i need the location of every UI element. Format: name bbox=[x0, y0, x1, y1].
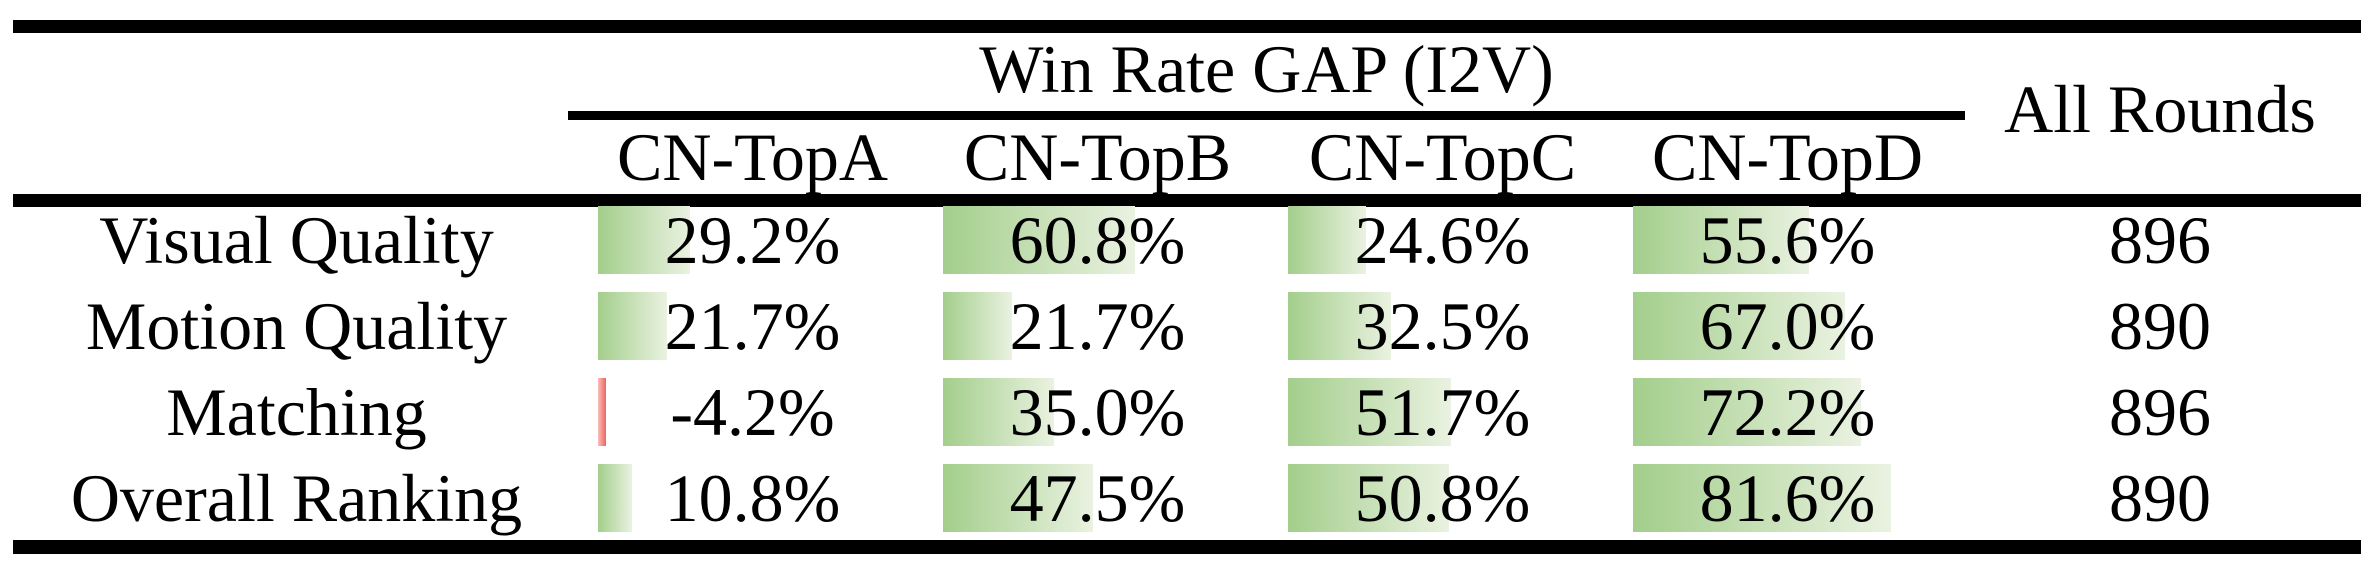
win-rate-bar bbox=[943, 292, 1012, 360]
win-rate-value: 60.8% bbox=[1009, 201, 1186, 278]
header-body-divider-rule bbox=[13, 194, 2361, 207]
data-cell: 67.0% bbox=[1615, 288, 1960, 364]
data-cell: -4.2% bbox=[580, 374, 925, 450]
data-cell: 21.7% bbox=[925, 288, 1270, 364]
row-label: Visual Quality bbox=[99, 201, 494, 278]
data-cell: 10.8% bbox=[580, 460, 925, 536]
data-cell: 81.6% bbox=[1615, 460, 1960, 536]
data-cell: 50.8% bbox=[1270, 460, 1615, 536]
row-label: Matching bbox=[166, 373, 427, 450]
win-rate-bar bbox=[1288, 292, 1391, 360]
table-row-motion-quality: Motion Quality 21.7% 21.7% 32.5% 67.0% 8… bbox=[0, 287, 2374, 364]
data-cell: 72.2% bbox=[1615, 374, 1960, 450]
all-rounds-value: 890 bbox=[2109, 459, 2211, 536]
column-header-cn-topc: CN-TopC bbox=[1308, 118, 1577, 195]
win-rate-bar bbox=[1288, 378, 1451, 446]
table-row-visual-quality: Visual Quality 29.2% 60.8% 24.6% 55.6% 8… bbox=[0, 201, 2374, 278]
all-rounds-value: 896 bbox=[2109, 201, 2211, 278]
group-header-underline bbox=[568, 111, 1965, 120]
win-rate-value: 81.6% bbox=[1699, 459, 1876, 536]
win-rate-value: 10.8% bbox=[664, 459, 841, 536]
win-rate-value: 32.5% bbox=[1354, 287, 1531, 364]
row-label: Motion Quality bbox=[85, 287, 508, 364]
win-rate-value: 29.2% bbox=[664, 201, 841, 278]
win-rate-value: 47.5% bbox=[1009, 459, 1186, 536]
data-cell: 47.5% bbox=[925, 460, 1270, 536]
win-rate-bar bbox=[598, 206, 690, 274]
win-rate-value: -4.2% bbox=[670, 373, 835, 450]
win-rate-value: 55.6% bbox=[1699, 201, 1876, 278]
win-rate-value: 35.0% bbox=[1009, 373, 1186, 450]
data-cell: 32.5% bbox=[1270, 288, 1615, 364]
all-rounds-value: 890 bbox=[2109, 287, 2211, 364]
win-rate-value: 67.0% bbox=[1699, 287, 1876, 364]
data-cell: 60.8% bbox=[925, 202, 1270, 278]
win-rate-bar bbox=[943, 378, 1054, 446]
table-row-overall-ranking: Overall Ranking 10.8% 47.5% 50.8% 81.6% … bbox=[0, 459, 2374, 536]
win-rate-bar-negative bbox=[598, 378, 606, 446]
data-cell: 35.0% bbox=[925, 374, 1270, 450]
win-rate-bar bbox=[943, 464, 1093, 532]
win-rate-bar bbox=[1288, 206, 1366, 274]
table-row-matching: Matching -4.2% 35.0% 51.7% 72.2% 896 bbox=[0, 373, 2374, 450]
win-rate-bar bbox=[1633, 464, 1891, 532]
win-rate-value: 72.2% bbox=[1699, 373, 1876, 450]
column-header-all-rounds: All Rounds bbox=[2004, 70, 2316, 147]
win-rate-value: 51.7% bbox=[1354, 373, 1531, 450]
column-header-row: CN-TopA CN-TopB CN-TopC CN-TopD bbox=[0, 118, 2374, 195]
win-rate-value: 50.8% bbox=[1354, 459, 1531, 536]
column-header-cn-topd: CN-TopD bbox=[1651, 118, 1923, 195]
group-header-win-rate-gap: Win Rate GAP (I2V) bbox=[979, 30, 1554, 107]
win-rate-bar bbox=[943, 206, 1135, 274]
data-cell: 51.7% bbox=[1270, 374, 1615, 450]
bottom-rule bbox=[13, 540, 2361, 554]
win-rate-bar bbox=[1633, 206, 1809, 274]
win-rate-bar bbox=[1288, 464, 1449, 532]
all-rounds-value: 896 bbox=[2109, 373, 2211, 450]
win-rate-bar bbox=[598, 464, 632, 532]
data-cell: 24.6% bbox=[1270, 202, 1615, 278]
row-label: Overall Ranking bbox=[70, 459, 523, 536]
top-rule bbox=[13, 20, 2361, 33]
win-rate-bar bbox=[598, 292, 667, 360]
data-cell: 29.2% bbox=[580, 202, 925, 278]
column-header-cn-topa: CN-TopA bbox=[616, 118, 888, 195]
column-header-cn-topb: CN-TopB bbox=[963, 118, 1232, 195]
data-cell: 55.6% bbox=[1615, 202, 1960, 278]
win-rate-value: 24.6% bbox=[1354, 201, 1531, 278]
data-cell: 21.7% bbox=[580, 288, 925, 364]
win-rate-value: 21.7% bbox=[1009, 287, 1186, 364]
win-rate-bar bbox=[1633, 378, 1861, 446]
win-rate-value: 21.7% bbox=[664, 287, 841, 364]
win-rate-bar bbox=[1633, 292, 1845, 360]
